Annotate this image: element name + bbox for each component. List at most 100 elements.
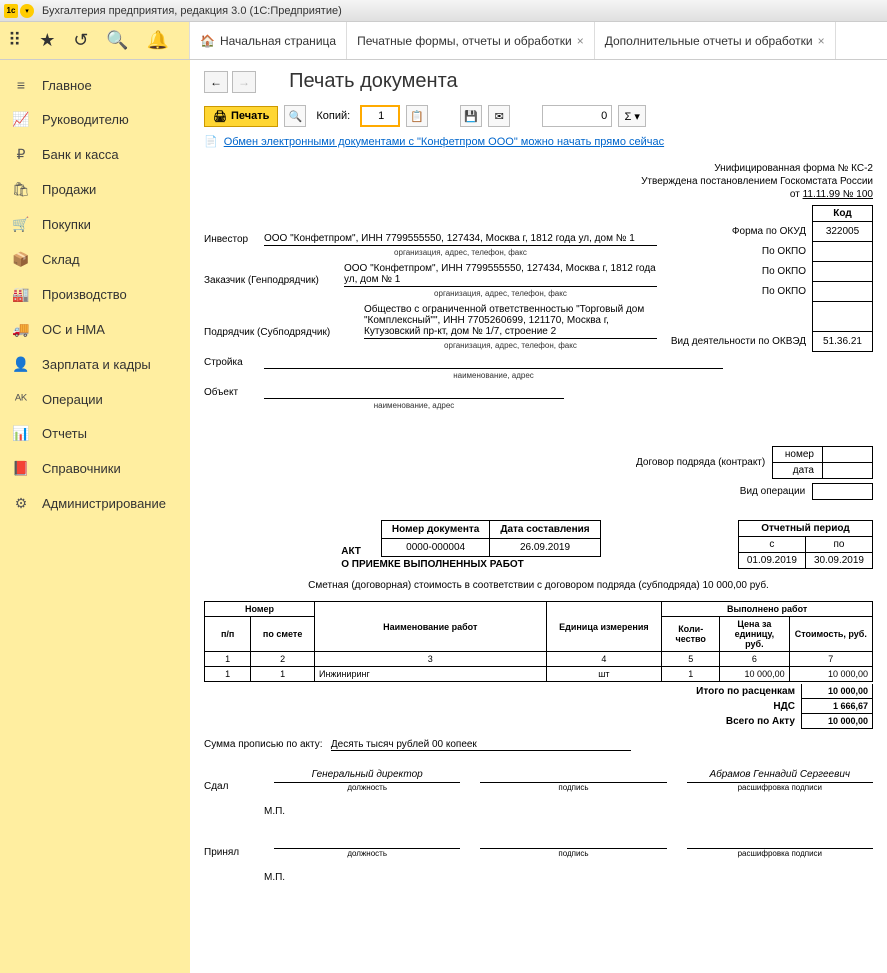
object-sub: наименование, адрес [264, 401, 564, 410]
forward-button[interactable]: → [232, 71, 256, 93]
email-button[interactable]: ✉ [488, 105, 510, 127]
investor-label: Инвестор [204, 234, 264, 246]
tab-label: Печатные формы, отчеты и обработки [357, 34, 572, 48]
nav-item-7[interactable]: 🚚ОС и НМА [0, 312, 190, 347]
app-icon: 1c [4, 4, 18, 18]
vid-op-value [813, 484, 873, 500]
back-button[interactable]: ← [204, 71, 228, 93]
nav-label: Справочники [42, 461, 121, 476]
nav-icon: 🚚 [12, 321, 30, 338]
investor-sub: организация, адрес, телефон, факс [264, 248, 657, 257]
search-icon[interactable]: 🔍 [106, 30, 128, 51]
apps-icon[interactable]: ⠿ [8, 30, 21, 51]
th-name: Наименование работ [314, 602, 546, 652]
sidebar: ≡Главное📈Руководителю₽Банк и касса 🛍 Прода… [0, 60, 190, 973]
bell-icon[interactable]: 🔔 [147, 30, 169, 51]
sum-words-value: Десять тысяч рублей 00 копеек [331, 739, 631, 751]
nav-icon: ⚙ [12, 495, 30, 512]
nav-item-11[interactable]: 📕 Справочники [0, 451, 190, 486]
sigma-button[interactable]: Σ ▾ [618, 105, 646, 127]
act-date-header: Дата составления [490, 521, 600, 539]
sdal-sign-sub: подпись [480, 783, 666, 792]
app-dropdown-icon[interactable]: ▾ [20, 4, 34, 18]
colnum: 3 [314, 652, 546, 667]
act-num: 0000-000004 [381, 539, 489, 557]
history-icon[interactable]: ↺ [73, 30, 88, 51]
tab-label: Начальная страница [220, 34, 336, 48]
topbar-icons: ⠿ ★ ↺ 🔍 🔔 [0, 22, 190, 59]
contract-table: номер дата [772, 446, 873, 479]
nav-item-1[interactable]: 📈Руководителю [0, 102, 190, 137]
tab-print-forms[interactable]: Печатные формы, отчеты и обработки × [347, 22, 595, 59]
preview-button[interactable]: 🔍 [284, 105, 306, 127]
th-unit: Единица измерения [546, 602, 662, 652]
period-header: Отчетный период [738, 521, 872, 537]
document-icon: 📄 [204, 135, 218, 148]
customer-sub: организация, адрес, телефон, факс [344, 289, 657, 298]
export-button[interactable]: 📋 [406, 105, 428, 127]
colnum: 7 [789, 652, 872, 667]
nav-icon: ᴬᴷ [12, 391, 30, 407]
contract-number-label: номер [773, 447, 823, 463]
investor-value: ООО "Конфетпром", ИНН 7799555550, 127434… [264, 233, 657, 246]
nav-item-3[interactable]: 🛍 Продажи [0, 172, 190, 207]
vsego-label: Всего по Акту [204, 714, 801, 729]
vid-op-label: Вид операции [740, 486, 805, 497]
act-title-1: АКТ [341, 546, 361, 557]
contractor-label: Подрядчик (Субподрядчик) [204, 327, 364, 339]
prinyal-position [274, 835, 460, 849]
th-done: Выполнено работ [662, 602, 873, 617]
okpo-label: По ОКПО [665, 282, 813, 302]
close-icon[interactable]: × [818, 34, 825, 48]
mp-2: М.П. [264, 872, 873, 883]
colnum: 5 [662, 652, 720, 667]
nav-icon: 📕 [12, 460, 30, 477]
nav-label: Банк и касса [42, 147, 119, 162]
nav-item-4[interactable]: 🛒Покупки [0, 207, 190, 242]
print-button[interactable]: 🖨 Печать [204, 106, 278, 127]
nav-item-2[interactable]: ₽Банк и касса [0, 137, 190, 172]
prinyal-label: Принял [204, 847, 254, 858]
nav-label: Администрирование [42, 496, 166, 511]
okpo-label: По ОКПО [665, 242, 813, 262]
tabs: 🏠 Начальная страница Печатные формы, отч… [190, 22, 887, 59]
save-button[interactable]: 💾 [460, 105, 482, 127]
sum-input[interactable] [542, 105, 612, 127]
star-icon[interactable]: ★ [39, 30, 55, 51]
object-label: Объект [204, 387, 264, 399]
stroika-sub: наименование, адрес [264, 371, 723, 380]
object-value [264, 386, 564, 399]
okpo-value-3 [813, 282, 873, 302]
nav-item-5[interactable]: 📦Склад [0, 242, 190, 277]
mp-1: М.П. [264, 806, 873, 817]
printer-icon: 🖨 [213, 110, 227, 123]
itogo-value: 10 000,00 [801, 684, 873, 699]
colnum: 6 [720, 652, 789, 667]
okved-label: Вид деятельности по ОКВЭД [665, 332, 813, 352]
codes-table: Код Форма по ОКУД322005 По ОКПО По ОКПО … [665, 205, 873, 352]
nav-label: Главное [42, 78, 92, 93]
act-num-header: Номер документа [381, 521, 489, 539]
tab-additional-reports[interactable]: Дополнительные отчеты и обработки × [595, 22, 836, 59]
contract-date-value [823, 463, 873, 479]
close-icon[interactable]: × [577, 34, 584, 48]
form-header-l1: Унифицированная форма № КС-2 [204, 162, 873, 175]
vsego-value: 10 000,00 [801, 714, 873, 729]
nav-icon: 🛍 [12, 181, 30, 198]
copies-input[interactable] [360, 105, 400, 127]
nav-label: Продажи [42, 182, 96, 197]
toolbar: 🖨 Печать 🔍 Копий: 📋 💾 ✉ Σ ▾ [204, 105, 873, 127]
nav-item-6[interactable]: 🏭Производство [0, 277, 190, 312]
edo-link[interactable]: Обмен электронными документами с "Конфет… [224, 136, 664, 148]
copies-label: Копий: [316, 110, 350, 122]
nav-item-12[interactable]: ⚙ Администрирование [0, 486, 190, 521]
nav-item-10[interactable]: 📊Отчеты [0, 416, 190, 451]
nav-item-8[interactable]: 👤Зарплата и кадры [0, 347, 190, 382]
totals: Итого по расценкам10 000,00 НДС1 666,67 … [204, 684, 873, 729]
nav-label: Отчеты [42, 426, 87, 441]
nav-item-9[interactable]: ᴬᴷОперации [0, 382, 190, 416]
contractor-sub: организация, адрес, телефон, факс [364, 341, 657, 350]
tab-home[interactable]: 🏠 Начальная страница [190, 22, 347, 59]
content: ← → Печать документа 🖨 Печать 🔍 Копий: 📋… [190, 60, 887, 973]
nav-item-0[interactable]: ≡Главное [0, 68, 190, 102]
